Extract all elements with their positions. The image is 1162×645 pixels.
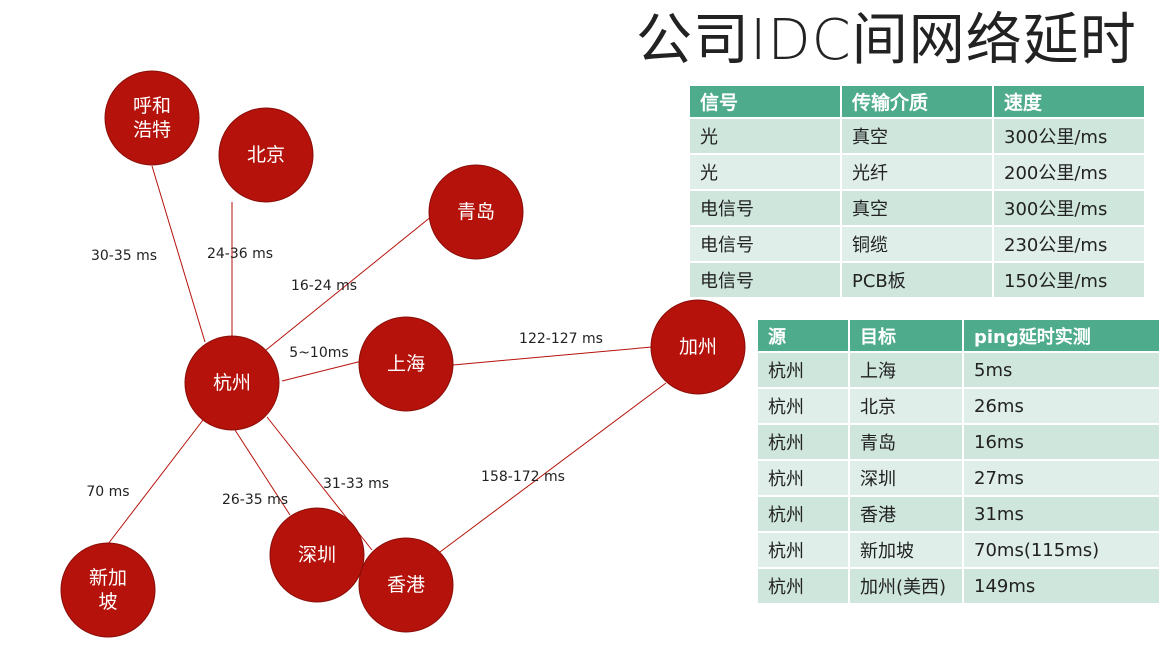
node-label: 浩特 bbox=[133, 119, 171, 141]
table-cell: 杭州 bbox=[758, 533, 848, 567]
table-header-row: 源目标 ping延时实测 bbox=[758, 320, 1159, 351]
node-label: 青岛 bbox=[457, 201, 495, 223]
ping-latency-table: 源目标 ping延时实测 杭州 上海 5ms 杭州 北京 26ms 杭州 青岛 16ms 杭州 深圳 2… bbox=[756, 318, 1161, 605]
node-hongkong: 香港 bbox=[358, 537, 454, 633]
table-cell: 电信号 bbox=[690, 191, 840, 225]
table-cell: 杭州 bbox=[758, 497, 848, 531]
edge-label-hongkong-california: 158-172 ms bbox=[481, 469, 565, 485]
table-row: 电信号 铜缆 230公里/ms bbox=[690, 227, 1144, 261]
edge-hangzhou-shenzhen bbox=[234, 429, 291, 516]
edge-hangzhou-qingdao bbox=[265, 215, 433, 351]
edge-hangzhou-singapore bbox=[107, 419, 204, 545]
node-label: 深圳 bbox=[298, 544, 336, 566]
edge-label-hangzhou-qingdao: 16-24 ms bbox=[291, 278, 357, 294]
column-header: 目标 bbox=[850, 320, 962, 351]
table-cell: 70ms(115ms) bbox=[964, 533, 1159, 567]
table-cell: 31ms bbox=[964, 497, 1159, 531]
table-row: 杭州 青岛 16ms bbox=[758, 425, 1159, 459]
table-cell: 149ms bbox=[964, 569, 1159, 603]
table-cell: 加州(美西) bbox=[850, 569, 962, 603]
node-label: 香港 bbox=[387, 574, 425, 596]
node-shenzhen: 深圳 bbox=[269, 507, 365, 603]
edge-shanghai-california bbox=[452, 346, 653, 366]
edge-hongkong-california bbox=[439, 382, 667, 553]
table-row: 杭州 深圳 27ms bbox=[758, 461, 1159, 495]
column-header: 源 bbox=[758, 320, 848, 351]
table-cell: 杭州 bbox=[758, 425, 848, 459]
table-cell: 300公里/ms bbox=[994, 191, 1144, 225]
edge-label-hangzhou-shanghai: 5~10ms bbox=[289, 345, 348, 361]
table-row: 杭州 北京 26ms bbox=[758, 389, 1159, 423]
table-cell: 杭州 bbox=[758, 461, 848, 495]
node-label: 北京 bbox=[247, 144, 285, 166]
node-beijing: 北京 bbox=[218, 107, 314, 203]
edge-hangzhou-shanghai bbox=[281, 360, 363, 382]
edge-hangzhou-huhehaote bbox=[151, 165, 206, 343]
node-california: 加州 bbox=[650, 299, 746, 395]
table-row: 杭州 新加坡 70ms(115ms) bbox=[758, 533, 1159, 567]
table-cell: 光纤 bbox=[842, 155, 992, 189]
table-cell: 杭州 bbox=[758, 353, 848, 387]
table-row: 杭州 上海 5ms bbox=[758, 353, 1159, 387]
table-cell: 杭州 bbox=[758, 389, 848, 423]
table-cell: 上海 bbox=[850, 353, 962, 387]
table-cell: 深圳 bbox=[850, 461, 962, 495]
table-cell: 230公里/ms bbox=[994, 227, 1144, 261]
table-cell: 真空 bbox=[842, 119, 992, 153]
table-row: 杭州 香港 31ms bbox=[758, 497, 1159, 531]
table-cell: 青岛 bbox=[850, 425, 962, 459]
page-title: 公司IDC间网络延时 bbox=[636, 8, 1137, 73]
table-cell: 香港 bbox=[850, 497, 962, 531]
node-label: 坡 bbox=[98, 591, 117, 613]
table-cell: 电信号 bbox=[690, 227, 840, 261]
table-cell: 新加坡 bbox=[850, 533, 962, 567]
column-header: 传输介质 bbox=[842, 86, 992, 117]
node-label: 加州 bbox=[679, 336, 717, 358]
node-qingdao: 青岛 bbox=[428, 164, 524, 260]
column-header: 速度 bbox=[994, 86, 1144, 117]
table-cell: 电信号 bbox=[690, 263, 840, 297]
table-cell: 铜缆 bbox=[842, 227, 992, 261]
edge-label-hangzhou-hongkong: 31-33 ms bbox=[323, 476, 389, 492]
table-cell: 5ms bbox=[964, 353, 1159, 387]
table-cell: 27ms bbox=[964, 461, 1159, 495]
table-cell: 16ms bbox=[964, 425, 1159, 459]
table-cell: 光 bbox=[690, 119, 840, 153]
node-label: 上海 bbox=[387, 353, 425, 375]
table-row: 电信号 真空 300公里/ms bbox=[690, 191, 1144, 225]
table-cell: 300公里/ms bbox=[994, 119, 1144, 153]
node-singapore: 新加坡 bbox=[60, 542, 156, 638]
table-row: 光光纤 200公里/ms bbox=[690, 155, 1144, 189]
table-cell: 北京 bbox=[850, 389, 962, 423]
table-cell: PCB板 bbox=[842, 263, 992, 297]
column-header: 信号 bbox=[690, 86, 840, 117]
table-row: 电信号 PCB板 150公里/ms bbox=[690, 263, 1144, 297]
table-cell: 真空 bbox=[842, 191, 992, 225]
table-cell: 26ms bbox=[964, 389, 1159, 423]
column-header: ping延时实测 bbox=[964, 320, 1159, 351]
edge-label-hangzhou-huhehaote: 30-35 ms bbox=[91, 248, 157, 264]
edge-label-hangzhou-shenzhen: 26-35 ms bbox=[222, 492, 288, 508]
table-row: 光真空 300公里/ms bbox=[690, 119, 1144, 153]
edge-label-hangzhou-beijing: 24-36 ms bbox=[207, 246, 273, 262]
network-latency-diagram: 30-35 ms 24-36 ms 16-24 ms 5~10ms 122-127 ms… bbox=[60, 70, 746, 638]
table-cell: 150公里/ms bbox=[994, 263, 1144, 297]
edge-label-hangzhou-singapore: 70 ms bbox=[86, 484, 129, 500]
node-label: 呼和 bbox=[133, 95, 171, 117]
table-header-row: 信号 传输介质 速度 bbox=[690, 86, 1144, 117]
signal-speed-table: 信号 传输介质 速度 光真空 300公里/ms 光光纤 200公里/ms 电信号 真空 300公… bbox=[688, 84, 1146, 299]
edge-label-shanghai-california: 122-127 ms bbox=[519, 331, 603, 347]
table-row: 杭州 加州(美西) 149ms bbox=[758, 569, 1159, 603]
node-label: 新加 bbox=[89, 567, 127, 589]
node-shanghai: 上海 bbox=[358, 316, 454, 412]
table-cell: 杭州 bbox=[758, 569, 848, 603]
table-cell: 光 bbox=[690, 155, 840, 189]
node-label: 杭州 bbox=[213, 372, 251, 394]
table-cell: 200公里/ms bbox=[994, 155, 1144, 189]
node-hangzhou: 杭州 bbox=[184, 335, 280, 431]
